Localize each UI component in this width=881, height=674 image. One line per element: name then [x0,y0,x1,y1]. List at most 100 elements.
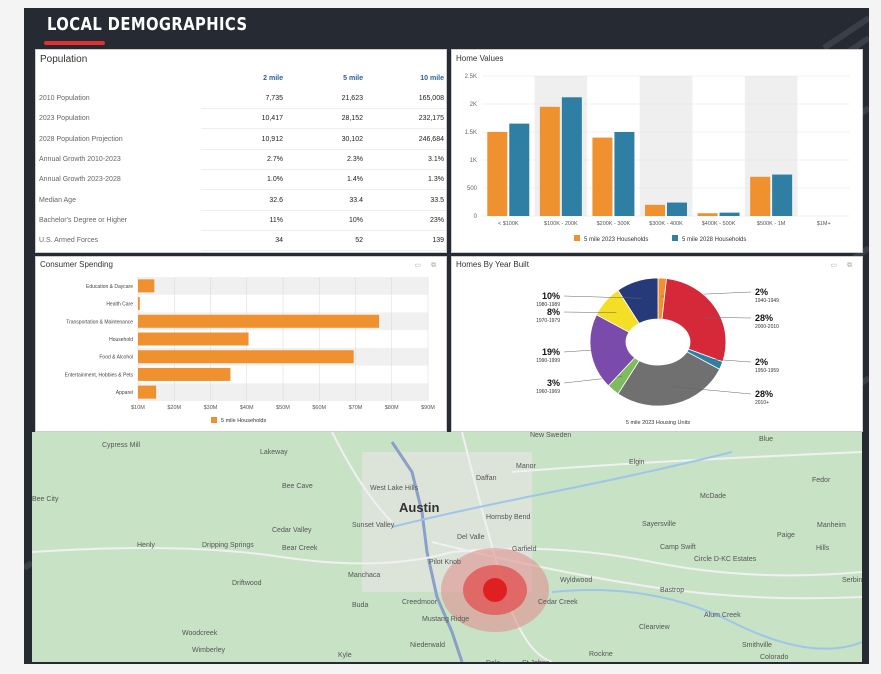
map-place-label: Bear Creek [282,545,318,552]
river [551,589,862,650]
slice-label: 1970-1979 [536,318,560,324]
x-tick-label: $20M [167,405,181,411]
bar[interactable] [138,297,140,311]
y-tick-label: 500 [467,186,478,192]
homes-by-year-chart: 2%1940-194928%2000-20102%1950-195928%201… [536,277,779,426]
slice-label: 2010+ [755,400,769,406]
map-place-label: St Johns [522,660,549,662]
y-tick-label: 1.5K [465,130,477,136]
bar[interactable] [509,123,530,216]
category-label: Education & Daycare [86,284,133,290]
map-place-label: Driftwood [232,580,262,587]
bar[interactable] [667,202,687,216]
table-row: U.S. Armed Forces 34 52 139 [36,231,446,252]
map-place-label: Pilot Knob [429,559,461,566]
title-underline [44,41,105,45]
slice-percent: 19% [542,347,560,357]
slice-percent: 3% [547,378,560,388]
panel-tools-icons[interactable]: ▭ ⧉ [414,262,440,269]
map-place-label: Serbin [842,577,862,584]
bar[interactable] [487,132,508,216]
map-place-label: Cedar Creek [538,599,578,606]
bar[interactable] [614,132,635,216]
map-place-label: Circle D-KC Estates [694,556,757,563]
legend-label[interactable]: 5 mile Households [221,418,266,424]
map-place-label: Dale [486,660,500,662]
table-cell: 7,735 [265,95,283,102]
bar[interactable] [138,332,249,346]
row-label: Bachelor's Degree or Higher [39,216,128,224]
table-cell: 2.3% [347,155,363,163]
map-place-label: Alum Creek [704,612,741,619]
x-tick-label: $500K - 1M [757,221,786,227]
table-row: Annual Growth 2010-2023 2.7% 2.3% 3.1% [36,150,446,170]
homes-by-year-panel: Homes By Year Built ▭ ⧉ 2% 1940-1949 28% 20… [451,256,863,432]
map-place-label: Buda [352,602,369,609]
map-place-label: New Sweden [530,432,572,439]
location-map[interactable]: Austin Cypress Mill Lakeway Bee Cave West L… [32,432,862,662]
table-row: 2028 Population Projection 10,912 30,102 24… [36,130,446,150]
map-place-label: Paige [777,532,795,539]
category-label: Apparel [116,390,133,396]
map-place-label: Del Valle [457,534,485,541]
map-place-label: Hornsby Bend [486,514,531,521]
bar[interactable] [697,213,718,216]
slice-label: 1990-1999 [536,358,560,364]
bar[interactable] [772,174,793,216]
y-tick-label: 2.5K [465,74,477,80]
x-tick-label: $30M [204,405,218,411]
bar[interactable] [138,350,354,364]
panel-tools-icons[interactable]: ▭ ⧉ [830,262,856,269]
slice-label: 1940-1949 [755,298,779,304]
map-place-label: Lakeway [260,449,288,456]
x-tick-label: $200K - 300K [597,221,631,227]
bar[interactable] [561,97,582,216]
table-cell: 34 [275,237,283,245]
bar[interactable] [539,106,560,216]
table-cell: 23% [429,216,444,224]
bar[interactable] [592,137,613,216]
map-place-label: Camp Swift [660,544,696,551]
slice-label: 1950-1959 [755,368,779,374]
table-row: Median Age 32.6 33.4 33.5 [36,191,446,211]
bar[interactable] [138,367,231,381]
slice-percent: 2% [755,357,768,367]
legend-swatch [574,235,580,241]
map-city-label: Austin [399,500,440,515]
map-place-label: Henly [137,542,155,549]
map-place-label: Fedor [812,477,831,484]
x-tick-label: $90M [421,405,435,411]
map-place-label: Rockne [589,651,613,658]
radius-2-mile [483,578,507,602]
bar[interactable] [138,279,155,293]
slice-label: 2000-2010 [755,324,779,330]
row-label: 2010 Population [39,95,90,102]
table-cell: 165,008 [418,95,444,102]
bar[interactable] [750,176,771,216]
legend-label[interactable]: 5 mile 2028 Households [682,237,746,243]
pie-slice[interactable] [617,277,659,324]
category-label: Food & Alcohol [99,355,133,361]
table-cell: 10% [348,216,363,224]
table-cell: 232,175 [418,115,444,123]
map-place-label: Colorado [760,654,789,661]
row-label: 2023 Population [39,115,90,123]
table-row: 2023 Population 10,417 28,152 232,175 [36,109,446,130]
x-tick-label: $50M [276,405,290,411]
table-cell: 28,152 [341,115,363,123]
bar[interactable] [645,204,665,216]
bar[interactable] [138,314,380,328]
table-cell: 3.1% [428,155,444,163]
pie-slice[interactable] [661,278,727,363]
pie-slice[interactable] [617,351,721,407]
category-label: Health Care [106,302,133,308]
slice-percent: 2% [755,287,768,297]
home-values-title: Home Values [456,54,504,63]
page-title: LOCAL DEMOGRAPHICS [47,14,248,35]
population-title: Population [40,54,88,65]
bar[interactable] [719,212,740,216]
x-tick-label: $1M+ [817,221,831,227]
x-tick-label: < $100K [498,221,519,227]
bar[interactable] [138,385,157,399]
legend-label[interactable]: 5 mile 2023 Households [584,237,648,243]
